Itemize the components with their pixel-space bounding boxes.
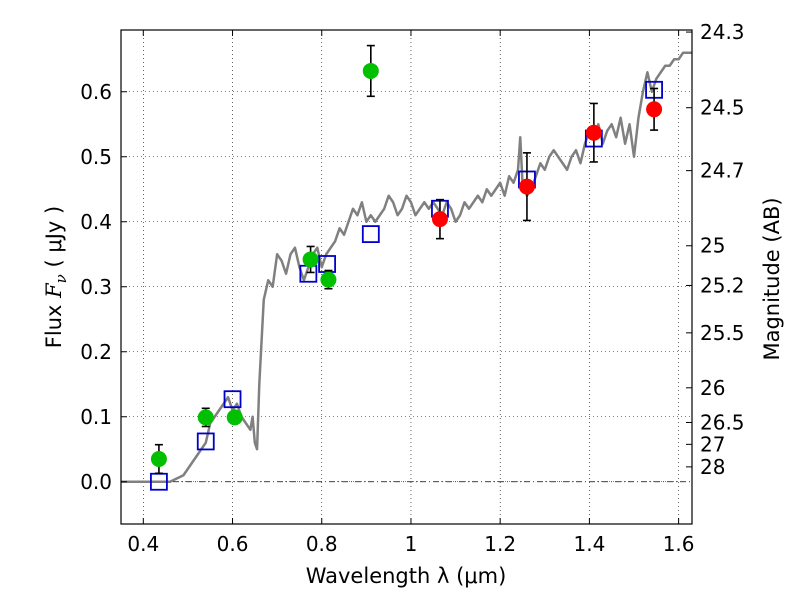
y-tick-label: 0.2 [80, 340, 112, 364]
x-tick-label: 1.6 [663, 532, 695, 556]
mag-tick-label: 26.5 [700, 410, 745, 434]
plot-frame [120, 29, 693, 525]
x-tick-label: 1.4 [573, 532, 605, 556]
x-tick-label: 0.6 [217, 532, 249, 556]
right-axis-title: Magnitude (AB) [760, 197, 784, 360]
nir-detection-point [518, 178, 535, 195]
y-tick-label: 0.4 [80, 210, 112, 234]
model-spectrum-line [121, 51, 692, 483]
optical-detection-point [320, 271, 337, 288]
mag-tick-label: 24.7 [700, 159, 745, 183]
mag-tick-label: 24.5 [700, 96, 745, 120]
ticks [121, 30, 692, 524]
mag-tick-label: 24.3 [700, 20, 745, 44]
mag-tick-label: 25.5 [700, 321, 745, 345]
mag-tick-label: 28 [700, 455, 725, 479]
tick-labels: 0.4 0.6 0.8 1 1.2 1.4 1.6 0.0 0.1 0.2 0.3 0.4 0.5 0.6… [80, 20, 744, 556]
model-photometry-square [223, 390, 242, 409]
y-axis-title: Flux Fν ( μJy ) [42, 206, 70, 348]
optical-detection-point [150, 451, 167, 467]
nir-detection-point [646, 101, 663, 118]
y-tick-label: 0.5 [80, 145, 112, 169]
y-axis-title-units: ( μJy ) [42, 206, 66, 274]
y-axis-title-symbol: F [42, 282, 66, 299]
x-axis-title: Wavelength λ (μm) [306, 564, 507, 588]
optical-detection-point [362, 62, 379, 79]
nir-detection-point [431, 211, 448, 228]
nir-detection-point [585, 124, 602, 141]
optical-detection-point [226, 409, 243, 426]
y-tick-label: 0.3 [80, 275, 112, 299]
y-tick-label: 0.6 [80, 80, 112, 104]
optical-detection-point [197, 409, 214, 426]
x-tick-label: 1.2 [484, 532, 516, 556]
y-axis-title-prefix: Flux [42, 298, 66, 348]
y-tick-label: 0.1 [80, 405, 112, 429]
optical-detection-point [302, 251, 319, 268]
model-photometry-square [196, 432, 215, 451]
mag-tick-label: 25 [700, 234, 725, 258]
mag-tick-label: 27 [700, 432, 725, 456]
x-tick-label: 0.8 [306, 532, 338, 556]
model-photometry-square [361, 225, 380, 244]
y-tick-label: 0.0 [80, 470, 112, 494]
x-tick-label: 1 [405, 532, 418, 556]
mag-tick-label: 26 [700, 376, 725, 400]
x-tick-label: 0.4 [127, 532, 159, 556]
mag-tick-label: 25.2 [700, 273, 745, 297]
y-axis-title-subscript: ν [52, 274, 70, 283]
data-marks [150, 44, 663, 491]
